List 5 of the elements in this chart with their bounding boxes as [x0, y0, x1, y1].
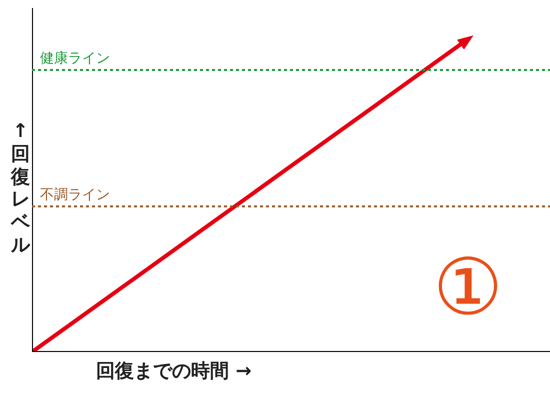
y-axis-title: ↑回復レベル [10, 120, 31, 257]
ref-line-label: 不調ライン [40, 186, 110, 203]
ref-line-label: 健康ライン [40, 50, 110, 67]
annotation: ① [433, 243, 503, 333]
x-axis-title: 回復までの時間 → [96, 359, 252, 384]
